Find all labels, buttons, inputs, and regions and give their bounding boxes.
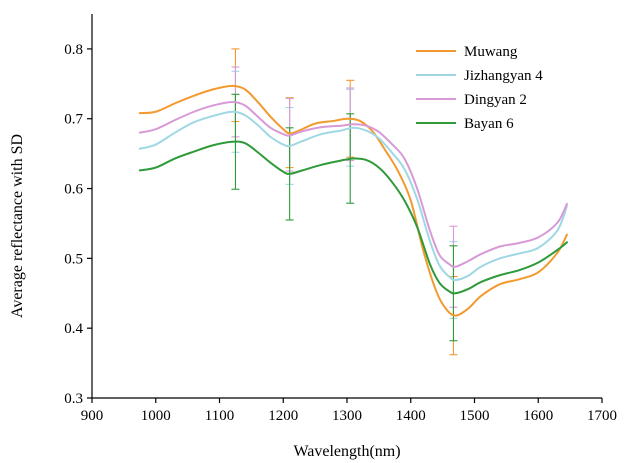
- y-tick-label: 0.5: [64, 251, 83, 267]
- legend-label: Jizhangyan 4: [464, 68, 543, 84]
- y-axis-title: Average reflectance with SD: [9, 134, 26, 318]
- legend-item: Bayan 6: [416, 116, 514, 132]
- error-bars: [231, 48, 458, 356]
- legend: Muwang Jizhangyan 4 Dingyan 2 Bayan 6: [416, 44, 543, 132]
- legend-label: Dingyan 2: [464, 92, 527, 108]
- series-lines: [138, 84, 568, 317]
- x-axis-title: Wavelength(nm): [293, 443, 400, 460]
- legend-label: Muwang: [464, 44, 518, 60]
- x-tick-label: 1400: [396, 408, 426, 424]
- x-tick-label: 1700: [587, 408, 617, 424]
- x-tick-label: 1300: [332, 408, 362, 424]
- x-tick-label: 900: [81, 408, 104, 424]
- y-tick-label: 0.8: [64, 42, 83, 58]
- x-tick-label: 1200: [268, 408, 298, 424]
- legend-label: Bayan 6: [464, 116, 514, 132]
- legend-item: Dingyan 2: [416, 92, 527, 108]
- legend-item: Muwang: [416, 44, 518, 60]
- y-tick-label: 0.3: [64, 391, 83, 407]
- series-line: [138, 110, 568, 282]
- legend-item: Jizhangyan 4: [416, 68, 543, 84]
- y-axis-ticks: 0.3 0.4 0.5 0.6 0.7 0.8: [64, 42, 92, 407]
- series-line: [138, 140, 568, 295]
- y-tick-label: 0.6: [64, 182, 83, 198]
- x-tick-label: 1500: [460, 408, 490, 424]
- series-line: [138, 100, 568, 268]
- x-tick-label: 1000: [141, 408, 171, 424]
- x-axis-ticks: 900 1000 1100 1200 1300 1400 1500 1600 1700: [81, 398, 617, 424]
- series-line: [138, 84, 568, 317]
- y-tick-label: 0.7: [64, 112, 83, 128]
- y-tick-label: 0.4: [64, 321, 83, 337]
- x-tick-label: 1100: [205, 408, 234, 424]
- x-tick-label: 1600: [523, 408, 553, 424]
